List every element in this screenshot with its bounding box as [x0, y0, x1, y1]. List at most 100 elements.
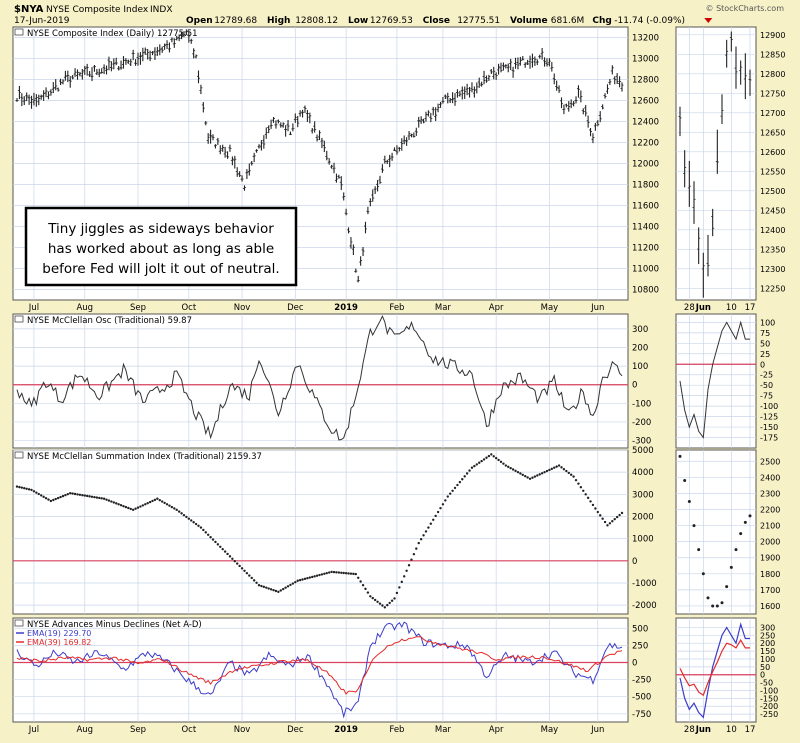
summation-point: [465, 472, 469, 475]
summation-point: [553, 466, 556, 469]
summation-point: [403, 575, 406, 578]
quote-value-volume: 681.6M: [551, 16, 585, 26]
summation-point: [453, 486, 457, 490]
summation-point: [173, 507, 176, 510]
summation-point: [105, 498, 108, 501]
mcclellan-osc-tick-label: 0: [632, 381, 637, 391]
x-inset-label: 10: [726, 725, 737, 735]
x-month-label: Aug: [76, 303, 93, 313]
mcclellan-osc-inset-tick-label: 25: [760, 350, 770, 359]
summation-tick-label: -2000: [632, 601, 657, 611]
summation-point: [577, 482, 580, 485]
summation-point: [107, 499, 111, 502]
summation-point: [35, 491, 38, 494]
summation-point: [185, 515, 188, 519]
summation-point: [344, 572, 348, 575]
summation-inset-point: [683, 479, 687, 483]
summation-point: [66, 492, 70, 496]
price-title-marker-icon: [14, 28, 24, 36]
summation-point: [25, 487, 28, 490]
summation-point: [211, 538, 215, 541]
summation-inset-point: [697, 548, 701, 552]
summation-point: [526, 476, 529, 479]
mcclellan-osc-inset-tick-label: -150: [760, 423, 778, 432]
summation-point: [141, 504, 145, 507]
mcclellan-osc-inset-tick-label: -75: [760, 392, 773, 401]
summation-point: [206, 533, 210, 536]
price-inset-tick-label: 12450: [760, 206, 785, 215]
quote-label-chg: Chg: [592, 16, 611, 26]
summation-point: [131, 508, 135, 512]
summation-inset-tick-label: 2200: [760, 505, 780, 514]
price-inset-frame: [675, 26, 757, 301]
summation-point: [187, 517, 191, 520]
summation-point: [415, 547, 418, 550]
summation-point: [313, 575, 316, 578]
x-inset-label: 17: [745, 303, 756, 313]
summation-point: [383, 606, 387, 609]
summation-point: [296, 579, 299, 582]
symbol: $NYA: [14, 4, 44, 15]
summation-point: [579, 486, 583, 489]
summation-point: [44, 497, 48, 500]
summation-point: [378, 602, 382, 605]
summation-point: [412, 552, 416, 556]
advances-declines-tick-label: -750: [632, 710, 651, 720]
summation-tick-label: 4000: [632, 468, 654, 478]
price-tick-label: 12600: [632, 97, 659, 107]
mcclellan-osc-inset-line: [679, 320, 750, 439]
annotation-line-1: Tiny jiggles as sideways behavior: [47, 221, 274, 237]
summation-point: [613, 517, 616, 521]
quote-label-low: Low: [348, 16, 368, 26]
summation-inset: 1600 1700 1800 1900 2000 2100 2200 2300 2400 2500: [675, 449, 780, 615]
summation-point: [390, 599, 394, 602]
advances-declines-inset-tick-label: 250: [760, 631, 775, 640]
summation-point: [405, 569, 408, 572]
summation-point: [260, 584, 263, 588]
summation-inset-frame: [675, 449, 757, 615]
price-inset-tick-label: 12350: [760, 245, 785, 254]
summation-point: [267, 587, 270, 590]
price-inset: 12250 12300 12350 12400 12450 12500 12550 12600…: [675, 26, 785, 301]
summation-point: [562, 468, 566, 471]
mcclellan-osc-tick-label: -100: [632, 399, 651, 409]
summation-point: [49, 499, 53, 503]
summation-point: [15, 485, 19, 488]
price-tick-label: 12800: [632, 76, 659, 86]
summation-tick-label: 2000: [632, 512, 654, 522]
summation-point: [424, 530, 428, 533]
summation-point: [448, 492, 452, 495]
summation-point: [240, 567, 244, 570]
summation-point: [233, 559, 236, 563]
x-inset-label: 28: [684, 303, 695, 313]
summation-point: [327, 571, 331, 574]
advances-declines-inset-tick-label: 0: [760, 671, 765, 680]
summation-point: [163, 501, 166, 505]
x-month-label: Nov: [234, 303, 251, 313]
summation-point: [550, 467, 554, 471]
summation-point: [434, 514, 437, 518]
summation-point: [332, 570, 336, 574]
summation-inset-tick-label: 2100: [760, 522, 780, 531]
advances-declines-inset-tick-label: -100: [760, 686, 778, 695]
summation-point: [112, 501, 116, 504]
summation-point: [347, 572, 350, 575]
summation-point: [303, 577, 307, 581]
summation-point: [468, 469, 471, 472]
summation-point: [398, 586, 401, 589]
summation-point: [64, 493, 67, 497]
summation-point: [243, 569, 246, 572]
summation-point: [565, 469, 568, 473]
summation-point: [507, 465, 510, 469]
summation-point: [582, 489, 585, 492]
summation-point: [291, 582, 295, 585]
summation-point: [521, 473, 524, 477]
summation-point: [373, 598, 377, 602]
advances-declines-inset-tick-label: 50: [760, 663, 770, 672]
legend-entry-0: EMA(19) 229.70: [27, 629, 91, 638]
exchange: INDX: [150, 5, 172, 15]
summation-point: [294, 580, 297, 584]
summation-inset-tick-label: 1900: [760, 554, 780, 563]
price-inset-tick-label: 12750: [760, 89, 785, 98]
